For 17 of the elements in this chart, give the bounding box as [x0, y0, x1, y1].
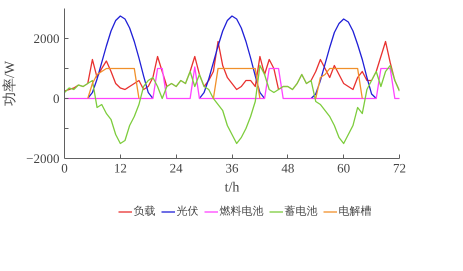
y-tick-label: −2000: [26, 151, 60, 166]
legend-label: 负载: [134, 204, 156, 218]
legend-label: 燃料电池: [220, 204, 264, 218]
y-tick-label: 2000: [34, 31, 60, 46]
x-tick-label: 24: [170, 160, 184, 176]
x-axis-title: t/h: [224, 180, 240, 196]
legend-label: 电解槽: [338, 204, 372, 218]
x-tick-label: 48: [281, 160, 294, 176]
x-tick-label: 60: [337, 160, 350, 176]
x-tick-label: 36: [226, 160, 239, 176]
y-axis-title: 功率/W: [2, 60, 18, 106]
y-tick-label: 0: [53, 91, 60, 106]
legend-label: 光伏: [176, 204, 198, 218]
x-tick-label: 72: [393, 160, 406, 176]
line-series: [64, 64, 400, 144]
x-tick-label: 12: [114, 160, 127, 176]
legend-label: 蓄电池: [284, 204, 318, 218]
